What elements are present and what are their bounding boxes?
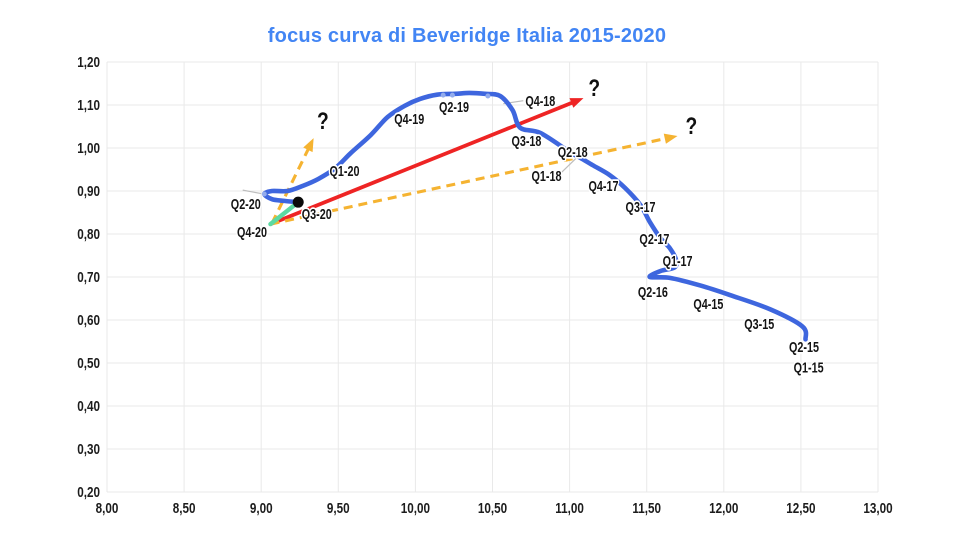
curve-point-marker	[449, 92, 455, 98]
point-label-q3-15: Q3-15	[744, 315, 774, 332]
x-tick-label: 12,50	[786, 500, 815, 517]
y-tick-label: 0,30	[77, 441, 100, 458]
point-label-q2-20: Q2-20	[231, 195, 261, 212]
y-tick-label: 0,80	[77, 226, 100, 243]
point-label-q2-15: Q2-15	[789, 338, 819, 355]
y-tick-label: 0,90	[77, 183, 100, 200]
x-tick-label: 11,00	[555, 500, 584, 517]
y-tick-label: 0,50	[77, 355, 100, 372]
scenario-arrow-orange-1	[270, 136, 670, 226]
curve-point-marker	[261, 191, 267, 197]
point-label-q1-15: Q1-15	[794, 359, 824, 376]
y-tick-label: 0,20	[77, 484, 100, 501]
gridlines	[106, 61, 879, 493]
curve-point-marker	[440, 92, 446, 98]
question-mark: ?	[588, 74, 600, 102]
point-label-q1-20: Q1-20	[329, 162, 359, 179]
point-label-q4-15: Q4-15	[693, 295, 723, 312]
point-label-q3-20: Q3-20	[302, 205, 332, 222]
arrowhead	[303, 138, 314, 153]
arrowhead	[569, 98, 584, 108]
chart-title: focus curva di Beveridge Italia 2015-202…	[267, 25, 667, 47]
question-mark: ?	[317, 107, 329, 135]
y-tick-label: 1,20	[77, 54, 100, 71]
y-tick-label: 0,70	[77, 269, 100, 286]
point-label-q3-17: Q3-17	[626, 198, 656, 215]
x-tick-label: 10,50	[478, 500, 507, 517]
curve-point-marker	[485, 93, 491, 99]
point-label-q2-18: Q2-18	[558, 143, 588, 160]
y-tick-label: 1,10	[77, 97, 100, 114]
last-quarter-segment	[268, 199, 301, 227]
point-label-q4-18: Q4-18	[525, 92, 555, 109]
x-tick-label: 11,50	[632, 500, 661, 517]
beveridge-curve	[261, 90, 809, 342]
question-mark: ?	[686, 112, 698, 140]
x-tick-label: 12,00	[709, 500, 738, 517]
point-label-q2-17: Q2-17	[639, 230, 669, 247]
x-tick-label: 9,50	[327, 500, 350, 517]
x-tick-label: 8,50	[173, 500, 196, 517]
point-label-q4-19: Q4-19	[394, 110, 424, 127]
point-label-q2-19: Q2-19	[439, 98, 469, 115]
x-tick-label: 13,00	[863, 500, 892, 517]
point-label-q4-17: Q4-17	[589, 177, 619, 194]
x-tick-label: 10,00	[401, 500, 430, 517]
point-label-q4-20: Q4-20	[237, 223, 267, 240]
point-label-q1-18: Q1-18	[531, 167, 561, 184]
scenario-arrow-red	[269, 99, 576, 226]
x-tick-label: 8,00	[96, 500, 119, 517]
point-label-q3-18: Q3-18	[511, 132, 541, 149]
current-point-dot	[292, 196, 304, 208]
y-tick-label: 0,40	[77, 398, 100, 415]
arrowhead	[663, 133, 678, 144]
x-tick-label: 9,00	[250, 500, 273, 517]
point-label-q1-17: Q1-17	[663, 252, 693, 269]
leader-line	[242, 189, 262, 195]
y-tick-label: 0,60	[77, 312, 100, 329]
point-label-q2-16: Q2-16	[638, 283, 668, 300]
y-tick-label: 1,00	[77, 140, 100, 157]
leader-line	[561, 156, 578, 173]
